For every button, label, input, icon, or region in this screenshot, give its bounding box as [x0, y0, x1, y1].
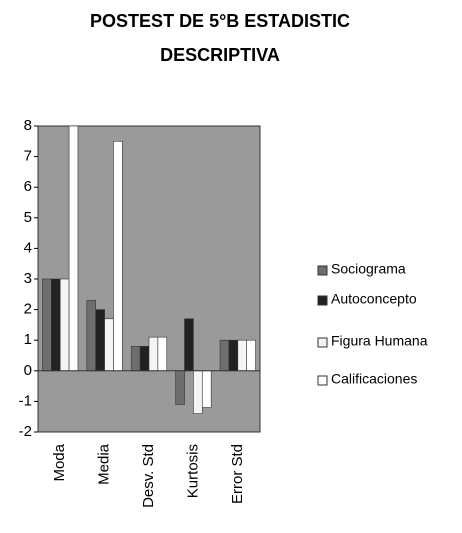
x-tick-label: Desv. Std — [140, 444, 157, 508]
y-tick-label: 0 — [24, 362, 32, 379]
bar — [104, 318, 114, 372]
bar — [51, 278, 61, 372]
legend-swatch — [317, 295, 328, 306]
bar — [68, 125, 79, 372]
y-tick-label: -1 — [19, 392, 32, 409]
bar — [175, 370, 185, 405]
x-tick-label: Error Std — [229, 444, 246, 504]
legend-swatch — [317, 265, 328, 276]
legend-label: Calificaciones — [331, 371, 417, 387]
y-tick-label: -2 — [19, 423, 32, 440]
bar — [130, 346, 141, 372]
x-tick-label: Moda — [51, 443, 68, 481]
legend-label: Sociograma — [331, 261, 406, 277]
x-tick-label: Media — [96, 443, 113, 485]
y-tick-label: 4 — [24, 239, 32, 256]
bar — [59, 278, 70, 372]
x-tick-label: Kurtosis — [184, 444, 201, 498]
chart-title: POSTEST DE 5°B ESTADISTIC — [90, 11, 350, 31]
bar — [184, 318, 194, 372]
bar — [148, 336, 159, 372]
bar — [95, 309, 105, 372]
bar — [228, 339, 239, 372]
bar — [157, 336, 168, 372]
y-tick-label: 6 — [24, 178, 32, 195]
legend-label: Figura Humana — [331, 333, 428, 349]
bar — [42, 278, 52, 372]
y-tick-label: 3 — [24, 270, 32, 287]
bar — [193, 370, 203, 414]
bar — [139, 346, 150, 372]
bar — [237, 339, 247, 372]
legend-swatch — [317, 375, 328, 386]
y-tick-label: 5 — [24, 209, 32, 226]
bar — [86, 300, 97, 372]
chart-title: DESCRIPTIVA — [160, 45, 280, 65]
bar — [201, 370, 212, 408]
y-tick-label: 1 — [24, 331, 32, 348]
y-tick-label: 8 — [24, 117, 32, 134]
legend-label: Autoconcepto — [331, 291, 417, 307]
bar — [246, 339, 256, 372]
y-tick-label: 7 — [24, 148, 32, 165]
bar — [113, 141, 123, 372]
y-tick-label: 2 — [24, 301, 32, 318]
bar — [219, 339, 230, 372]
legend-swatch — [317, 337, 328, 348]
